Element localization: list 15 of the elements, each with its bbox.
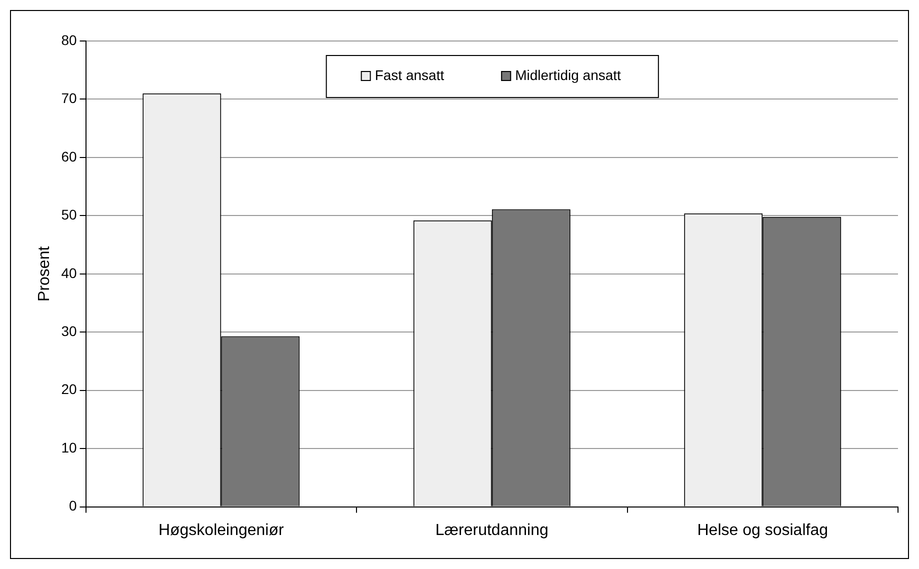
y-tick-label: 10 [61, 439, 77, 456]
y-tick-label: 60 [61, 148, 77, 164]
y-axis-title: Prosent [36, 246, 54, 302]
x-tick-label: Lærerutdanning [435, 522, 548, 539]
x-tick-label: Helse og sosialfag [697, 522, 828, 539]
y-tick-label: 70 [61, 90, 77, 106]
y-tick-label: 40 [61, 264, 77, 281]
y-tick-label: 30 [61, 322, 77, 339]
legend-label: Fast ansatt [374, 66, 444, 83]
x-tick-label: Høgskoleingeniør [158, 522, 285, 539]
y-tick-label: 80 [61, 32, 77, 48]
y-tick-label: 20 [61, 381, 77, 398]
y-tick-label: 0 [68, 498, 77, 514]
y-tick-label: 50 [61, 206, 77, 223]
legend-label: Midlertidig ansatt [515, 66, 622, 83]
